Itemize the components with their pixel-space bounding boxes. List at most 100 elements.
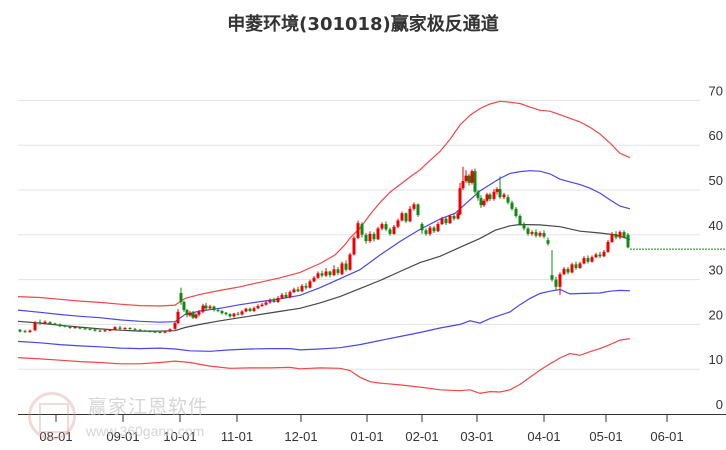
candle-body — [232, 313, 236, 317]
candle-body — [510, 202, 514, 209]
candle-body — [272, 300, 276, 302]
candle-body — [248, 308, 252, 311]
candle-body — [514, 208, 518, 216]
y-tick-label: 70 — [709, 83, 723, 98]
upper-outer-line — [17, 100, 631, 307]
candle-body — [566, 268, 570, 273]
candle-body — [542, 233, 546, 237]
candle-body — [534, 232, 538, 236]
candle-body — [598, 254, 602, 257]
candle-body — [380, 224, 384, 229]
candle-body — [400, 213, 404, 221]
candle-body — [191, 312, 195, 318]
candle-body — [300, 285, 304, 292]
candle-body — [606, 241, 610, 252]
candle-body — [228, 314, 232, 317]
y-tick-label: 20 — [709, 307, 723, 322]
candle-body — [252, 308, 256, 311]
candle-body — [432, 227, 436, 232]
candle-body — [173, 323, 177, 329]
candle-body — [33, 322, 37, 331]
candle-body — [163, 331, 167, 333]
candle-body — [408, 208, 412, 222]
y-tick-label: 10 — [709, 352, 723, 367]
candle-body — [416, 204, 420, 216]
candle-body — [292, 289, 296, 293]
candle-body — [464, 175, 468, 182]
candle-body — [424, 230, 428, 234]
candle-body — [328, 271, 332, 276]
candle-body — [618, 232, 622, 238]
candle-body — [448, 215, 452, 224]
candle-body — [216, 310, 220, 312]
candle-body — [420, 224, 424, 231]
candle-body — [304, 285, 308, 288]
candle-body — [179, 293, 183, 302]
candle-body — [182, 302, 186, 311]
candle-body — [444, 218, 448, 224]
candle-body — [368, 233, 372, 242]
candle-body — [113, 327, 117, 330]
candle-body — [276, 297, 280, 302]
x-tick-label: 02-01 — [405, 429, 438, 444]
candle-body — [188, 312, 192, 316]
candle-body — [93, 329, 97, 331]
candle-body — [526, 228, 530, 234]
x-tick-label: 05-01 — [589, 429, 622, 444]
candle-body — [118, 327, 122, 329]
candle-body — [356, 223, 360, 238]
candle-body — [456, 213, 460, 219]
candle-body — [594, 254, 598, 258]
candle-body — [352, 237, 356, 255]
candle-body — [530, 232, 534, 234]
lower-outer-line — [17, 338, 631, 395]
candle-body — [58, 324, 62, 327]
candle-body — [344, 263, 348, 270]
candle-body — [133, 328, 137, 330]
candle-body — [43, 321, 47, 324]
candle-body — [558, 274, 562, 287]
x-tick-label: 01-01 — [350, 429, 383, 444]
candle-body — [626, 234, 630, 248]
candle-body — [467, 175, 471, 183]
candle-body — [78, 327, 82, 329]
candle-body — [372, 233, 376, 240]
candle-body — [63, 325, 67, 327]
candle-body — [194, 314, 198, 318]
candle-body — [176, 311, 180, 324]
candle-body — [148, 331, 152, 333]
candle-body — [562, 268, 566, 275]
candle-body — [404, 213, 408, 222]
candle-body — [610, 233, 614, 242]
candle-body — [458, 188, 462, 215]
candle-body — [288, 292, 292, 298]
candle-body — [316, 273, 320, 278]
y-tick-label: 0 — [716, 397, 723, 412]
candle-body — [28, 330, 32, 333]
x-tick-label: 09-01 — [106, 429, 139, 444]
candle-body — [240, 311, 244, 315]
candle-body — [360, 224, 364, 235]
candle-body — [622, 232, 626, 238]
candle-body — [479, 198, 483, 206]
candle-body — [88, 328, 92, 330]
channel-lines — [17, 100, 631, 395]
candle-body — [336, 269, 340, 273]
x-tick-label: 11-01 — [221, 429, 253, 444]
candle-body — [280, 294, 284, 298]
candle-body — [268, 300, 272, 303]
candle-body — [204, 305, 208, 309]
candle-body — [23, 331, 27, 333]
candle-body — [312, 277, 316, 282]
candle-body — [586, 258, 590, 262]
lower-inner-line — [17, 288, 631, 352]
candle-body — [348, 254, 352, 270]
candle-body — [168, 329, 172, 332]
watermark-url: www.360gann.com — [86, 423, 205, 439]
candle-body — [332, 269, 336, 276]
candle-body — [590, 257, 594, 262]
candle-body — [244, 308, 248, 312]
candle-body — [614, 233, 618, 238]
y-tick-label: 40 — [709, 218, 723, 233]
candle-body — [570, 264, 574, 273]
